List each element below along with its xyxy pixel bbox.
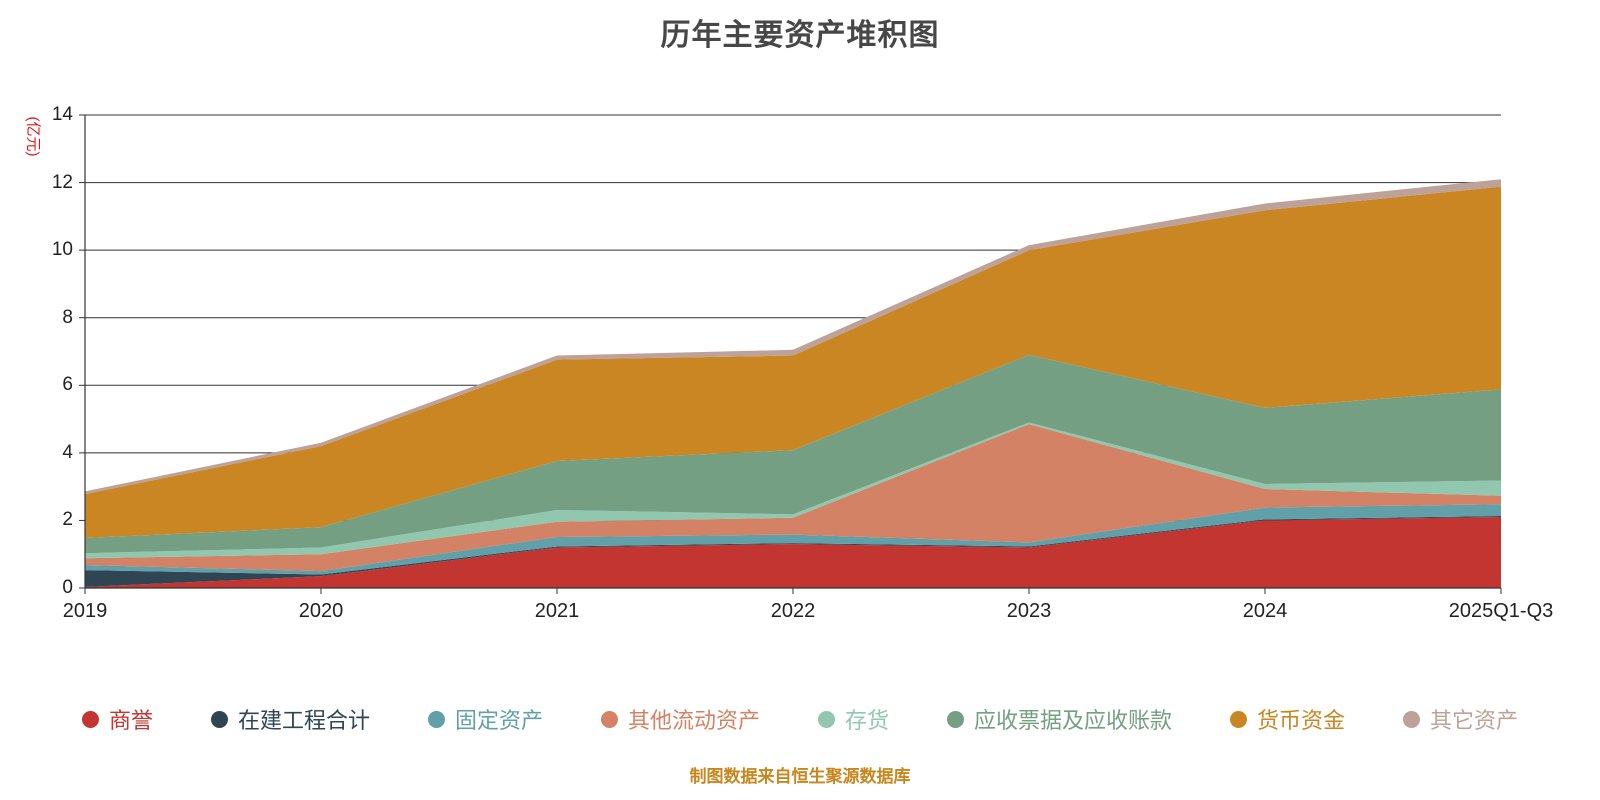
y-axis-tick-label-2: 2: [62, 509, 73, 531]
x-axis-tick-label-2022: 2022: [770, 600, 816, 622]
legend-marker-icon: [210, 710, 228, 728]
x-axis-tick-label-2023: 2023: [1006, 600, 1052, 622]
area-series-其他流动资产: [85, 424, 1501, 572]
legend-label: 在建工程合计: [237, 708, 370, 733]
y-axis-labels: 0 2 4 6 8 10 12 14: [0, 0, 85, 800]
legend-item-货币资金[interactable]: 货币资金: [1230, 703, 1345, 735]
area-series-商誉: [85, 517, 1501, 588]
data-source-note: 制图数据来自恒生聚源数据库: [689, 767, 911, 786]
area-series-在建工程合计: [85, 516, 1501, 587]
area-series-应收票据及应收账款: [85, 354, 1501, 554]
page-title: 历年主要资产堆积图: [660, 19, 940, 52]
legend-item-其他流动资产[interactable]: 其他流动资产: [600, 703, 760, 735]
area-series-其它资产: [85, 179, 1501, 495]
area-series-固定资产: [85, 504, 1501, 575]
legend-item-商誉[interactable]: 商誉: [81, 703, 153, 735]
x-axis-tick-label-2025Q1-Q3: 2025Q1-Q3: [1448, 600, 1554, 622]
y-axis-tick-label-8: 8: [62, 306, 73, 328]
y-axis-tick-label-4: 4: [62, 441, 73, 463]
y-axis-tick-label-12: 12: [51, 171, 73, 193]
legend-marker-icon: [947, 710, 965, 728]
legend-marker-icon: [1403, 710, 1421, 728]
legend-marker-icon: [1230, 710, 1248, 728]
legend-item-其它资产[interactable]: 其它资产: [1403, 703, 1518, 735]
legend-label: 存货: [845, 708, 890, 733]
legend-label: 商誉: [108, 708, 153, 733]
legend-label: 货币资金: [1257, 708, 1346, 733]
x-axis-labels: 2019 2020 2021 2022 2023 2024 2025Q1-Q3: [0, 600, 1600, 630]
legend-marker-icon: [81, 710, 99, 728]
legend-item-存货[interactable]: 存货: [818, 703, 889, 735]
legend-marker-icon: [427, 710, 445, 728]
legend-marker-icon: [818, 710, 835, 728]
x-axis-tick-label-2019: 2019: [62, 600, 108, 622]
y-axis-tick-label-6: 6: [62, 374, 73, 396]
legend-marker-icon: [600, 710, 618, 728]
y-axis-tick-label-14: 14: [51, 104, 73, 125]
legend-label: 应收票据及应收账款: [974, 708, 1173, 733]
y-axis-tick-label-0: 0: [62, 577, 73, 598]
legend: 商誉 在建工程合计 固定资产 其他流动资产 存货 应收票据及应收账款 货币资金 其它资产: [0, 702, 1600, 736]
area-series-存货: [85, 422, 1501, 559]
legend-item-在建工程合计[interactable]: 在建工程合计: [210, 703, 370, 735]
legend-label: 其它资产: [1430, 708, 1519, 733]
legend-item-固定资产[interactable]: 固定资产: [427, 703, 543, 735]
x-axis-tick-label-2024: 2024: [1242, 600, 1288, 622]
legend-label: 固定资产: [454, 708, 543, 733]
x-axis-tick-label-2021: 2021: [534, 600, 580, 622]
legend-label: 其他流动资产: [627, 708, 760, 733]
area-series-货币资金: [85, 186, 1501, 538]
legend-item-应收票据及应收账款[interactable]: 应收票据及应收账款: [947, 703, 1172, 735]
x-axis-tick-label-2020: 2020: [298, 600, 344, 622]
y-axis-tick-label-10: 10: [51, 239, 73, 261]
